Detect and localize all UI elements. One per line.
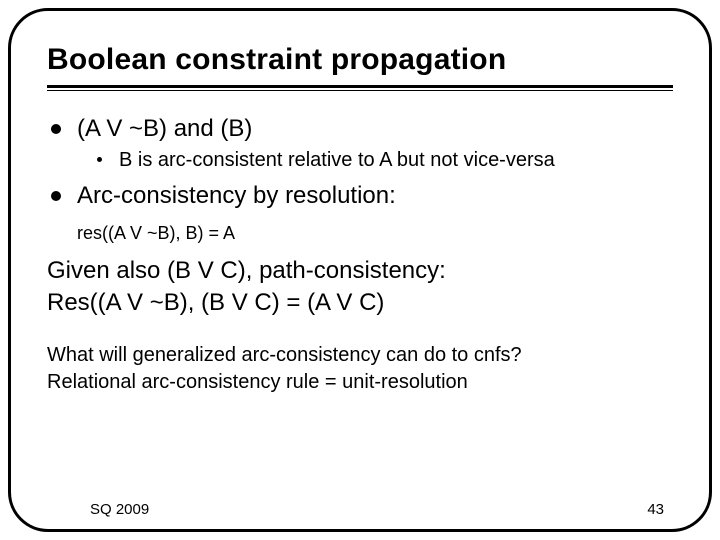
- bullet-item: Arc-consistency by resolution:: [47, 180, 673, 212]
- bullet-item: (A V ~B) and (B) B is arc-consistent rel…: [47, 113, 673, 174]
- footer-left: SQ 2009: [90, 501, 149, 518]
- bullet-list: (A V ~B) and (B) B is arc-consistent rel…: [47, 113, 673, 213]
- body-line: Res((A V ~B), (B V C) = (A V C): [47, 287, 673, 319]
- title-underline: [47, 85, 673, 91]
- question-line: What will generalized arc-consistency ca…: [47, 342, 673, 369]
- body-paragraph: Given also (B V C), path-consistency: Re…: [47, 255, 673, 320]
- slide-frame: Boolean constraint propagation (A V ~B) …: [8, 8, 712, 532]
- question-block: What will generalized arc-consistency ca…: [47, 342, 673, 396]
- footer-page-number: 43: [647, 501, 664, 518]
- bullet-note: res((A V ~B), B) = A: [47, 221, 673, 245]
- sub-bullet-item: B is arc-consistent relative to A but no…: [97, 147, 673, 174]
- bullet-text: Arc-consistency by resolution:: [77, 182, 396, 209]
- question-line: Relational arc-consistency rule = unit-r…: [47, 369, 673, 396]
- sub-bullet-list: B is arc-consistent relative to A but no…: [77, 147, 673, 174]
- slide-title: Boolean constraint propagation: [47, 43, 673, 77]
- slide-footer: SQ 2009 43: [0, 501, 720, 518]
- slide-content: (A V ~B) and (B) B is arc-consistent rel…: [47, 113, 673, 396]
- bullet-text: (A V ~B) and (B): [77, 115, 252, 142]
- body-line: Given also (B V C), path-consistency:: [47, 255, 673, 287]
